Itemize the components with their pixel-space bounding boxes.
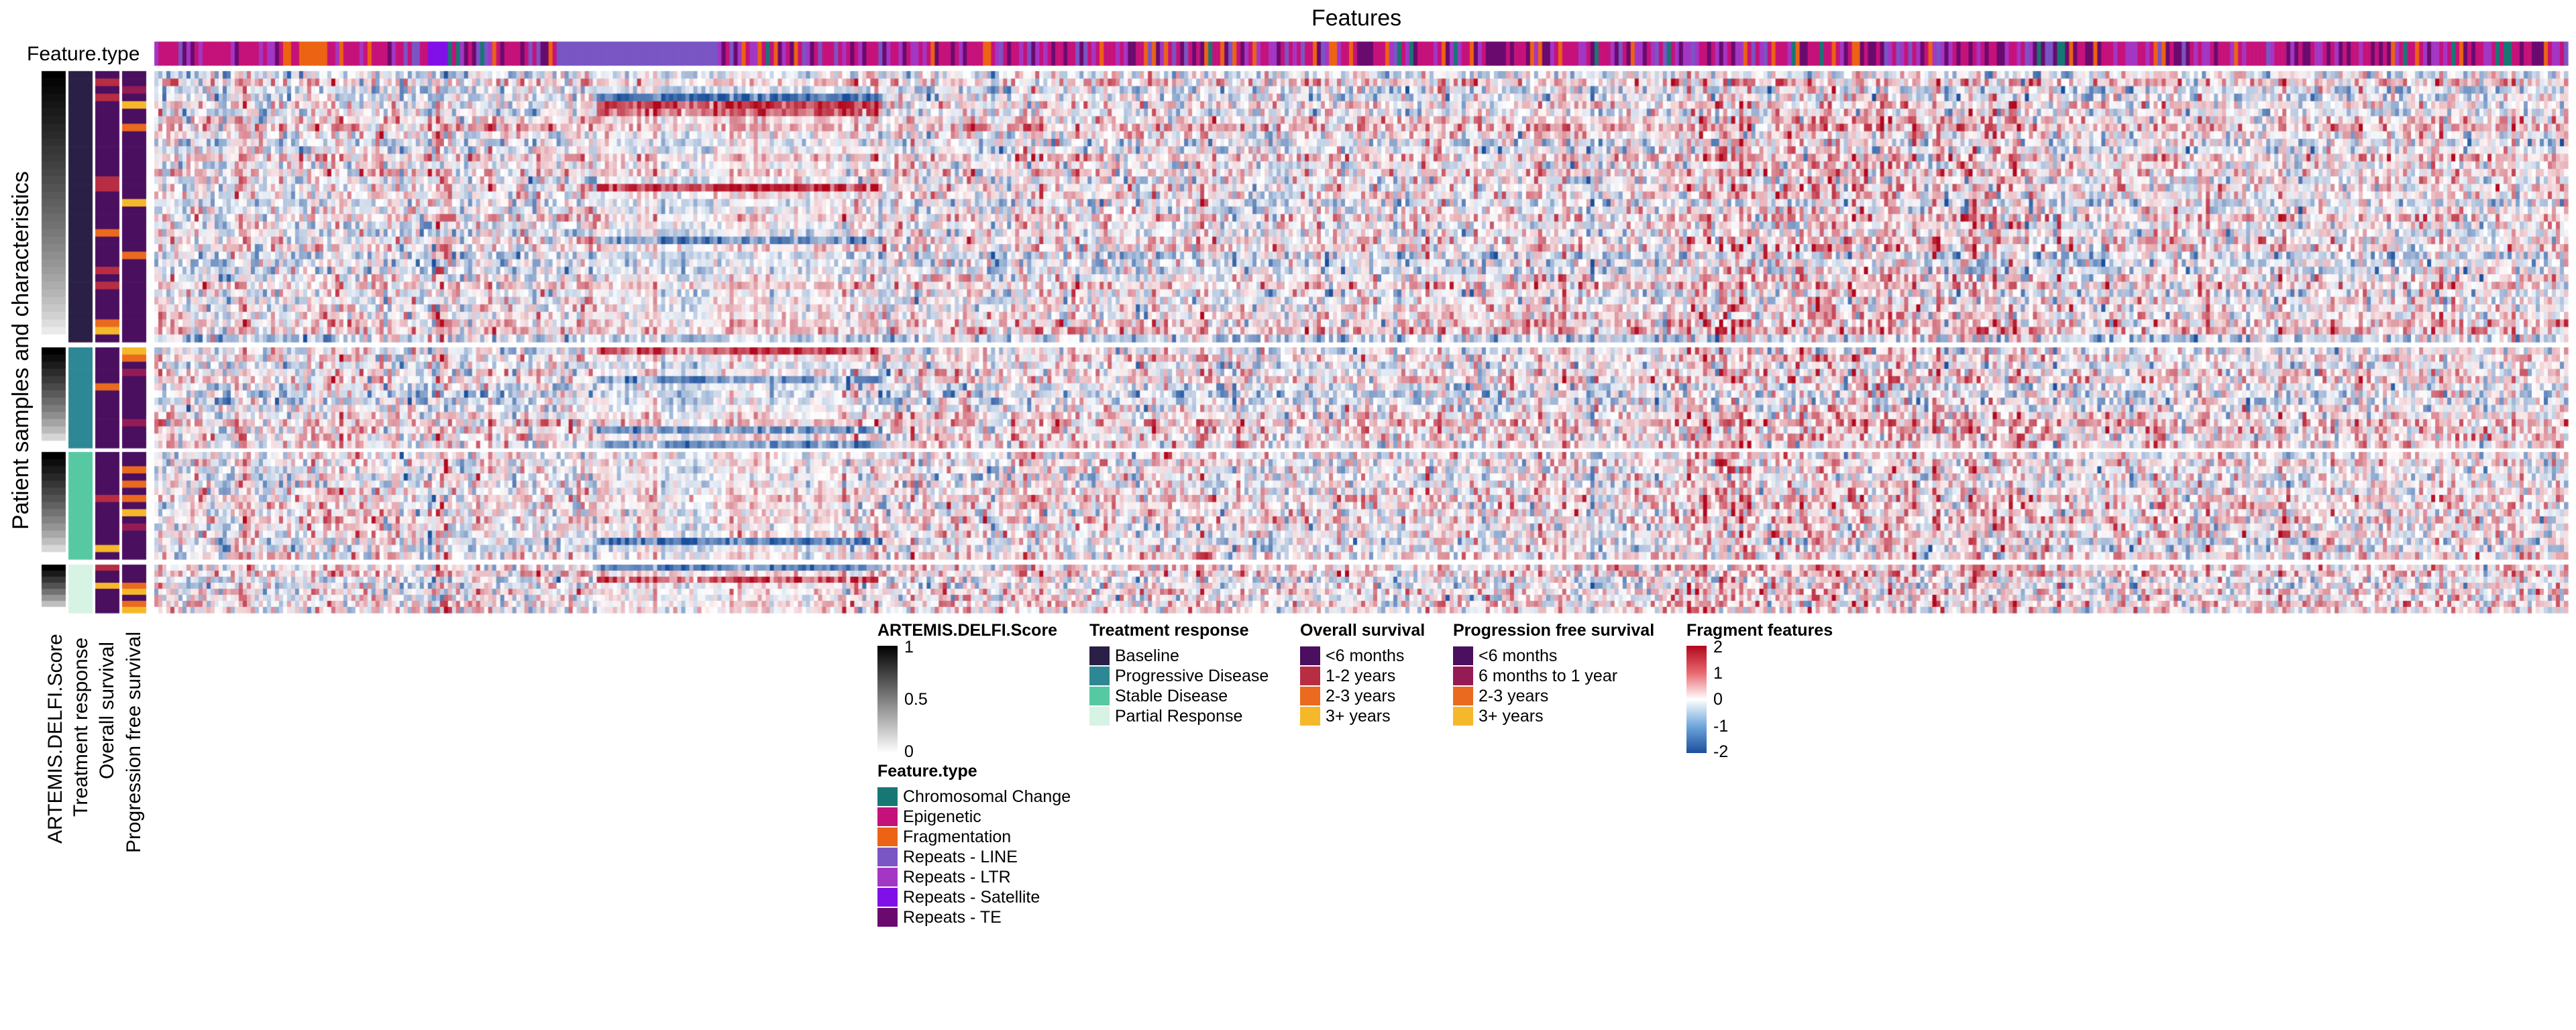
legend-item: 3+ years	[1453, 706, 1654, 726]
legend-item-label: Baseline	[1115, 646, 1179, 665]
legend-item-label: Chromosomal Change	[903, 787, 1071, 806]
fragment-gradient	[1686, 646, 1707, 753]
fragment-tick-neg2: -2	[1713, 742, 1729, 761]
legend-item: Stable Disease	[1089, 686, 1269, 706]
legend-score-title: ARTEMIS.DELFI.Score	[877, 621, 1058, 640]
fragment-tick-0: 0	[1713, 690, 1723, 709]
legend-item: Repeats - LINE	[877, 847, 1071, 867]
legend-item: 3+ years	[1300, 706, 1425, 726]
legend-item: Epigenetic	[877, 807, 1071, 827]
legend-progression-free-survival: Progression free survival <6 months 6 mo…	[1453, 621, 1654, 726]
legend-item-label: <6 months	[1326, 646, 1405, 665]
legend-item: <6 months	[1453, 646, 1654, 666]
legend-overall-survival: Overall survival <6 months 1-2 years 2-3…	[1300, 621, 1425, 726]
legend-item-label: Progressive Disease	[1115, 666, 1269, 685]
legend-treatment-title: Treatment response	[1089, 621, 1249, 640]
legend-item-label: 6 months to 1 year	[1479, 666, 1618, 685]
row-annotation-label-treatment: Treatment response	[70, 637, 92, 817]
legend-feature-type-title: Feature.type	[877, 762, 977, 781]
legend-item-label: Repeats - TE	[903, 907, 1002, 927]
legend-pfs-title: Progression free survival	[1453, 621, 1655, 640]
legend-item-label: 2-3 years	[1326, 686, 1396, 705]
legend-item: Progressive Disease	[1089, 666, 1269, 686]
score-tick-0: 0	[904, 742, 914, 761]
legend-item: 6 months to 1 year	[1453, 666, 1654, 686]
legend-item: Repeats - TE	[877, 907, 1071, 927]
legend-item: 2-3 years	[1300, 686, 1425, 706]
score-tick-05: 0.5	[904, 690, 928, 709]
legend-item: Repeats - LTR	[877, 867, 1071, 887]
legend-item-label: Fragmentation	[903, 827, 1012, 846]
legend-item-label: Partial Response	[1115, 706, 1243, 726]
fragment-tick-neg1: -1	[1713, 717, 1729, 736]
legend-item: 1-2 years	[1300, 666, 1425, 686]
legend-item: Chromosomal Change	[877, 787, 1071, 807]
fragment-tick-2: 2	[1713, 638, 1723, 656]
legend-item-label: Stable Disease	[1115, 686, 1228, 705]
score-gradient	[877, 646, 898, 753]
feature-type-label: Feature.type	[27, 43, 140, 65]
legend-item-label: Repeats - LTR	[903, 867, 1011, 886]
legend-item-label: <6 months	[1479, 646, 1558, 665]
legend-item-label: Repeats - Satellite	[903, 887, 1040, 907]
legend-score: ARTEMIS.DELFI.Score 1 0.5 0	[877, 621, 1058, 760]
legend-item: <6 months	[1300, 646, 1425, 666]
legend-item-label: 1-2 years	[1326, 666, 1396, 685]
legend-item: Repeats - Satellite	[877, 887, 1071, 907]
legend-treatment-response: Treatment response Baseline Progressive …	[1089, 621, 1269, 726]
legend-item: 2-3 years	[1453, 686, 1654, 706]
score-tick-1: 1	[904, 638, 914, 656]
legend-item: Partial Response	[1089, 706, 1269, 726]
legend-item: Baseline	[1089, 646, 1269, 666]
legend-item-label: 3+ years	[1326, 706, 1391, 726]
chart-title: Features	[1311, 5, 1402, 31]
legend-item-label: Epigenetic	[903, 807, 981, 826]
legend-fragment-title: Fragment features	[1686, 621, 1833, 640]
y-axis-label: Patient samples and characteristics	[8, 171, 34, 530]
legend-fragment-features: Fragment features 2 1 0 -1 -2	[1686, 621, 1833, 760]
legend-feature-type: Feature.type Chromosomal Change Epigenet…	[877, 762, 1071, 927]
fragment-tick-1: 1	[1713, 664, 1723, 683]
legend-item-label: 2-3 years	[1479, 686, 1549, 705]
legend-os-title: Overall survival	[1300, 621, 1426, 640]
legend-item-label: 3+ years	[1479, 706, 1544, 726]
row-annotation-label-pfs: Progression free survival	[123, 631, 145, 853]
legend-item-label: Repeats - LINE	[903, 847, 1018, 866]
row-annotation-label-score: ARTEMIS.DELFI.Score	[44, 634, 66, 844]
legend-item: Fragmentation	[877, 827, 1071, 847]
row-annotation-label-os: Overall survival	[96, 641, 118, 779]
